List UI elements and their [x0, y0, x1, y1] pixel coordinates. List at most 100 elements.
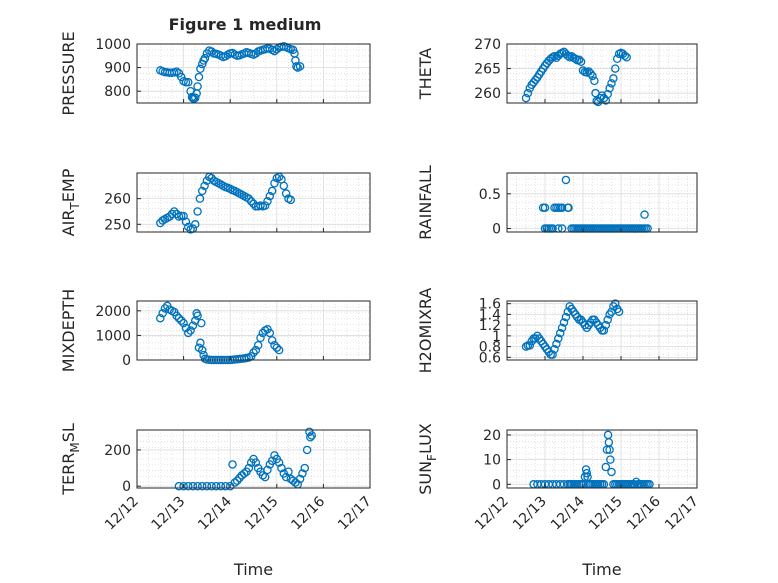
data-point: [622, 53, 631, 62]
data-point: [202, 481, 212, 491]
data-point: [256, 333, 265, 343]
y-axis-label-part: SL: [59, 423, 78, 442]
data-point: [177, 72, 186, 82]
data-point: [172, 67, 181, 76]
subplot-mixdepth: 0 1000 2000 MIXDEPTH: [59, 289, 371, 372]
y-axis-label-part: PRESSURE: [59, 31, 78, 115]
data-point: [246, 196, 256, 206]
data-point: [244, 194, 254, 203]
axes-box: [136, 172, 371, 233]
y-axis-label: MIXDEPTH: [59, 289, 78, 372]
data-point: [267, 186, 277, 196]
data-point: [253, 340, 263, 350]
subplot-pressure: 800 900 1000 PRESSURE: [59, 31, 371, 116]
data-point: [521, 93, 531, 103]
data-point: [251, 49, 261, 58]
subplot-air-temp: 250 260 AIRTEMP: [59, 168, 371, 237]
axes-box: [506, 172, 698, 233]
data-point: [216, 481, 226, 491]
x-tick-label: 12/14: [195, 493, 235, 533]
data-point: [561, 312, 571, 322]
data-point: [200, 53, 210, 63]
data-point: [588, 71, 597, 81]
data-point: [279, 181, 289, 191]
y-tick-label: 270: [474, 37, 501, 53]
data-point: [190, 220, 200, 229]
data-point: [640, 210, 649, 219]
x-tick-label: 12/12: [472, 494, 512, 534]
y-tick-label: 1000: [95, 37, 131, 53]
data-point: [614, 307, 624, 316]
x-tick-label: 12/16: [624, 493, 664, 533]
data-point: [194, 72, 204, 82]
data-point: [232, 476, 242, 485]
data-point: [605, 84, 614, 93]
data-point: [263, 196, 272, 206]
data-point: [195, 194, 205, 203]
data-point: [593, 97, 603, 107]
data-point: [179, 481, 188, 491]
data-point: [196, 64, 205, 74]
y-tick-label: 260: [104, 192, 131, 208]
data-point: [188, 321, 198, 330]
data-point: [295, 62, 305, 71]
data-point: [184, 328, 193, 338]
data-point: [207, 47, 216, 56]
data-point: [184, 481, 193, 491]
y-tick-label: 800: [104, 84, 131, 100]
data-point: [265, 191, 275, 201]
y-axis-label: THETA: [416, 48, 435, 100]
data-point: [550, 345, 559, 354]
data-point: [188, 481, 198, 491]
y-tick-label: 250: [104, 217, 131, 233]
data-point: [552, 339, 561, 349]
x-tick-label: 12/15: [586, 494, 626, 534]
data-point: [270, 340, 279, 350]
plot-area: [507, 173, 697, 232]
data-point: [272, 44, 282, 54]
y-tick-label: 0: [492, 222, 501, 238]
data-point: [197, 345, 207, 355]
y-tick-label: 0.5: [479, 187, 501, 203]
y-axis-label-subscript: F: [425, 454, 439, 461]
data-point: [184, 77, 193, 87]
x-axis-label: Time: [233, 560, 273, 579]
data-point: [260, 201, 270, 210]
y-tick-label: 1.6: [479, 297, 501, 313]
data-point: [221, 52, 230, 61]
subplot-theta: 260 265 270 THETA: [416, 37, 698, 107]
y-tick-label: 1.4: [479, 307, 501, 323]
data-point: [156, 313, 165, 323]
data-point: [170, 207, 179, 216]
y-axis-label: RAINFALL: [416, 165, 435, 240]
data-point: [197, 318, 206, 328]
data-point: [525, 341, 535, 350]
data-point: [292, 62, 301, 71]
x-tick-label: 12/12: [102, 494, 142, 534]
x-tick-label: 12/13: [510, 494, 550, 534]
x-tick-label: 12/15: [242, 494, 282, 534]
data-point: [181, 77, 191, 87]
data-point: [263, 465, 272, 475]
subplot-terr-msl: 0 200 12/12 12/13 12/14 12/15 12/16 12/17 Time TE…: [59, 423, 375, 579]
y-tick-label: 0: [122, 479, 131, 495]
y-tick-label: 200: [104, 443, 131, 459]
data-point: [586, 69, 595, 78]
plot-area: [507, 430, 697, 488]
y-axis-label-part: RAINFALL: [416, 165, 435, 240]
data-point: [190, 93, 200, 103]
data-point: [258, 471, 268, 480]
subplot-h2omixra: 0.60.811.21.41.6 H2OMIXRA: [416, 288, 698, 373]
y-axis-label-part: EMP: [59, 168, 78, 202]
data-point: [197, 481, 207, 491]
data-point: [251, 345, 261, 355]
data-point: [172, 311, 181, 320]
data-point: [270, 179, 279, 188]
y-axis-label-part: AIR: [59, 210, 78, 237]
data-point: [557, 203, 567, 212]
data-point: [274, 345, 284, 355]
data-point: [576, 57, 586, 66]
y-tick-label: 900: [104, 61, 131, 77]
y-tick-label: 0: [122, 353, 131, 369]
data-point: [193, 82, 202, 91]
